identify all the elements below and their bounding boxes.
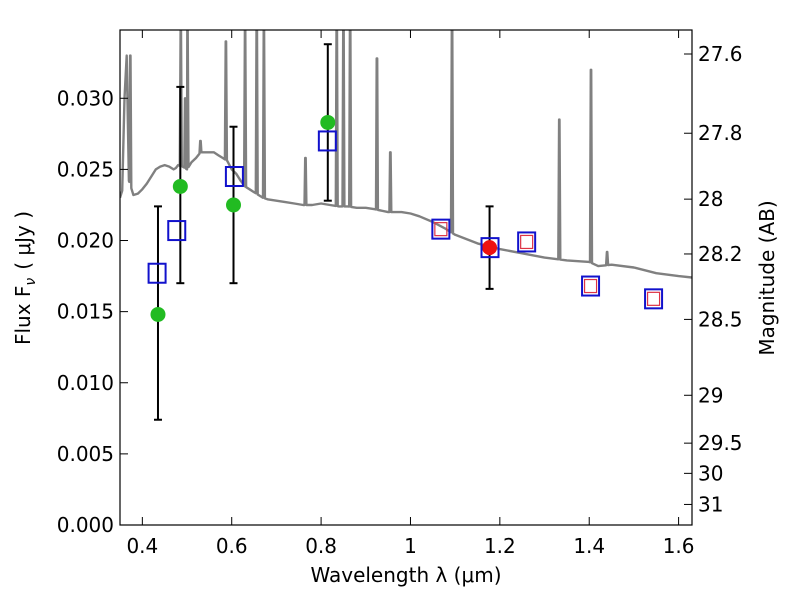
- y-axis-title-main: Flux F: [11, 286, 35, 345]
- model-photometry-square: [147, 262, 167, 284]
- model-inner-square: [434, 222, 448, 237]
- y-tick-label: 0.010: [57, 371, 114, 395]
- x-tick-label: 1.4: [573, 534, 605, 558]
- highlight-point: [482, 240, 498, 256]
- x-tick-label: 1: [404, 534, 417, 558]
- model-inner-square: [520, 234, 534, 250]
- y2-tick-label: 29.5: [698, 431, 743, 455]
- y2-tick-label: 29: [698, 383, 723, 407]
- model-inner-square: [583, 278, 598, 294]
- x-tick-label: 1.6: [663, 534, 695, 558]
- plot-clipped-group: [120, 30, 692, 279]
- y-axis-title-subscript: ν: [23, 278, 39, 286]
- y2-tick-label: 31: [698, 492, 723, 516]
- y-tick-label: 0.030: [57, 86, 114, 110]
- model-spectrum-line: [120, 30, 692, 279]
- observed-point: [172, 178, 188, 194]
- model-photometry-square: [517, 231, 537, 253]
- y-tick-label: 0.000: [57, 513, 114, 537]
- y-tick-label: 0.025: [57, 157, 114, 181]
- observed-point: [150, 306, 166, 322]
- x-tick-label: 0.8: [305, 534, 337, 558]
- y2-tick-label: 27.8: [698, 121, 743, 145]
- plot-frame: [119, 29, 693, 526]
- x-tick-label: 1.2: [484, 534, 516, 558]
- model-photometry-square: [644, 288, 664, 310]
- y-axis-title-unit: ( μJy ): [11, 211, 35, 270]
- y-tick-label: 0.020: [57, 229, 114, 253]
- y2-tick-label: 28.2: [698, 242, 743, 266]
- plot-content: [120, 30, 692, 421]
- axis-ticks: 0.4 0.6 0.8 1 1.2 1.4 1.6 0.000 0.005 0.010 0.015 0…: [57, 30, 743, 558]
- model-inner-square: [646, 291, 661, 306]
- x-tick-label: 0.4: [126, 534, 158, 558]
- x-axis-title: Wavelength λ (μm): [310, 563, 501, 587]
- model-photometry-square: [431, 218, 451, 240]
- y2-axis-title: Magnitude (AB): [755, 200, 779, 355]
- y-axis-title: Flux Fν ( μJy ): [11, 211, 39, 345]
- observed-point: [320, 114, 336, 130]
- model-photometry-square: [480, 237, 500, 259]
- model-photometry-square: [317, 130, 337, 152]
- y-tick-label: 0.005: [57, 442, 114, 466]
- y2-tick-label: 28: [698, 187, 723, 211]
- y2-tick-label: 27.6: [698, 42, 743, 66]
- y2-tick-label: 30: [698, 461, 723, 485]
- model-photometry-square: [167, 220, 187, 242]
- observed-point: [226, 197, 242, 213]
- model-photometry-square: [224, 166, 244, 188]
- x-tick-label: 0.6: [216, 534, 248, 558]
- model-photometry-square: [581, 275, 601, 297]
- y2-tick-label: 28.5: [698, 307, 743, 331]
- y-tick-label: 0.015: [57, 300, 114, 324]
